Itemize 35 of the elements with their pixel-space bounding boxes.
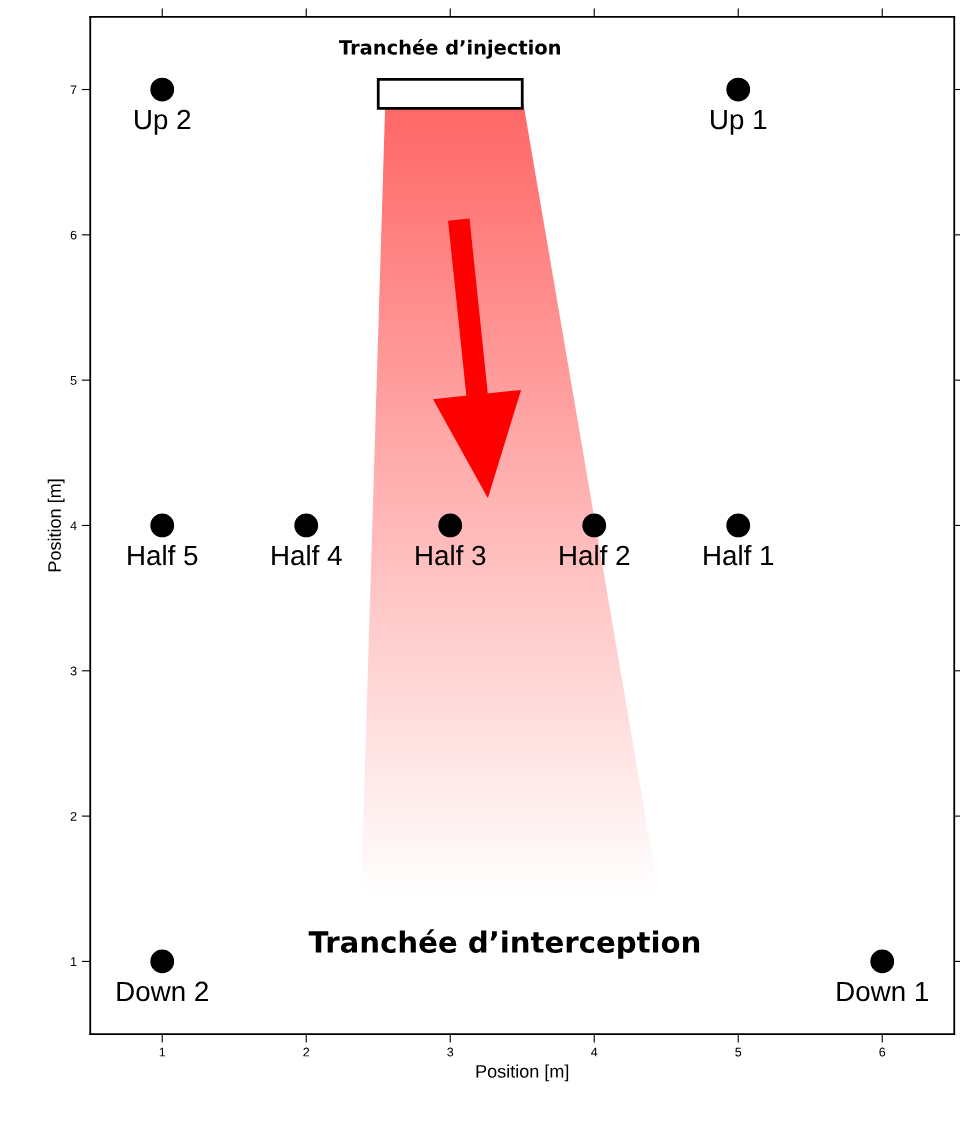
- point: [294, 513, 319, 538]
- data-label: Up 1: [711, 109, 767, 135]
- annotation: Tranchée d’interception: [308, 929, 700, 959]
- data-label: Up 2: [135, 109, 191, 135]
- point: [150, 513, 175, 538]
- point: [582, 513, 607, 538]
- y-tick-label: 4: [70, 521, 77, 530]
- y-tick-label: 2: [70, 811, 77, 821]
- point: [150, 949, 175, 974]
- data-label: Down 1: [837, 981, 928, 1002]
- y-tick-label: 5: [70, 376, 77, 385]
- data-label: Half 4: [272, 544, 342, 566]
- x-tick-label: 5: [735, 1047, 742, 1057]
- point: [726, 513, 751, 538]
- data-label: Half 2: [560, 544, 630, 566]
- x-tick-label: 1: [159, 1047, 166, 1057]
- x-axis-title: Position [m]: [476, 1064, 569, 1082]
- point: [870, 949, 895, 974]
- x-tick-label: 2: [303, 1047, 310, 1057]
- data-label: Half 1: [704, 544, 774, 566]
- y-tick-label: 3: [70, 666, 77, 676]
- y-tick-label: 6: [70, 230, 77, 240]
- data-label: Down 2: [117, 981, 208, 1002]
- x-tick-label: 4: [591, 1047, 598, 1057]
- point: [726, 77, 751, 102]
- data-label: Half 5: [128, 544, 198, 566]
- y-axis-title: Position [m]: [47, 479, 65, 572]
- point: [438, 513, 463, 538]
- annotation: Tranchée d’injection: [339, 38, 560, 59]
- y-tick-label: 1: [71, 957, 77, 966]
- y-tick-label: 7: [70, 85, 77, 95]
- x-tick-label: 6: [879, 1047, 886, 1057]
- data-label: Half 3: [416, 544, 486, 566]
- x-tick-label: 3: [447, 1047, 454, 1057]
- point: [150, 77, 175, 102]
